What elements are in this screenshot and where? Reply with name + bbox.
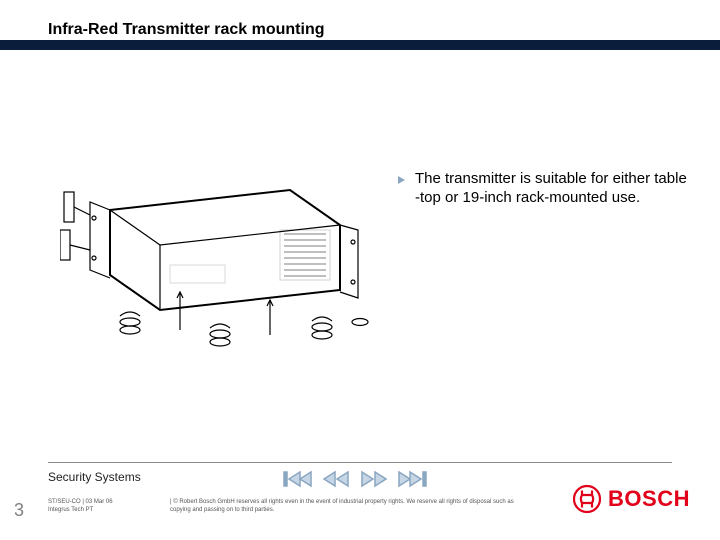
nav-prev-button[interactable] [318,468,354,490]
footer-rule [48,462,672,463]
footer: Security Systems [0,462,720,540]
nav-first-button[interactable] [280,468,316,490]
slide: Infra-Red Transmitter rack mounting [0,0,720,540]
footer-meta-line2: Integrus Tech PT [48,506,158,514]
bullet-item: The transmitter is suitable for either t… [395,170,695,208]
footer-heading: Security Systems [48,470,141,484]
page-number: 3 [14,500,24,521]
nav-controls [280,468,430,490]
brand-logo: BOSCH [572,484,690,514]
nav-last-button[interactable] [394,468,430,490]
brand-logo-text: BOSCH [608,486,690,512]
slide-title: Infra-Red Transmitter rack mounting [48,21,325,39]
footer-meta-line1: ST/SEU-CO | 03 Mar 06 [48,498,158,506]
nav-next-button[interactable] [356,468,392,490]
bullet-text: The transmitter is suitable for either t… [415,170,695,208]
arrow-right-icon [395,173,409,187]
bosch-armature-icon [572,484,602,514]
content-area: The transmitter is suitable for either t… [0,70,720,460]
title-underline [0,40,720,50]
footer-meta: ST/SEU-CO | 03 Mar 06 Integrus Tech PT [48,498,158,515]
transmitter-diagram [60,130,370,360]
footer-copyright: | © Robert Bosch GmbH reserves all right… [170,498,530,515]
